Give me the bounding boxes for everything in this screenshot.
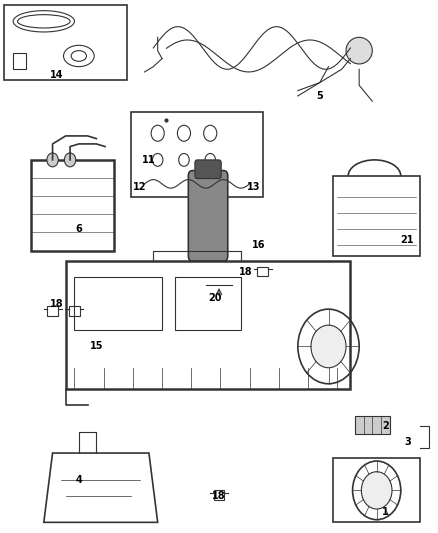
Bar [355,416,390,434]
Bar [47,306,58,316]
Bar [257,266,268,276]
Text: 16: 16 [252,240,265,250]
Text: 2: 2 [382,422,389,431]
Text: 5: 5 [316,91,323,101]
Bar [333,176,420,256]
Circle shape [361,472,392,509]
Text: 18: 18 [238,267,252,277]
Circle shape [311,325,346,368]
Ellipse shape [346,37,372,64]
Bar [214,490,224,500]
Bar [131,112,263,197]
Bar [13,53,26,69]
Text: 15: 15 [90,342,103,351]
Bar [4,5,127,80]
Text: 18: 18 [212,491,226,500]
Text: 4: 4 [75,475,82,484]
Bar [175,277,241,330]
Circle shape [64,153,76,167]
Text: 6: 6 [75,224,82,234]
FancyBboxPatch shape [195,160,221,179]
Circle shape [47,153,58,167]
Bar [69,306,80,316]
Text: 14: 14 [50,70,64,79]
Text: 18: 18 [50,299,64,309]
Text: 11: 11 [142,155,155,165]
Text: 21: 21 [401,235,414,245]
Text: 3: 3 [404,438,411,447]
Bar [31,160,114,251]
Text: 12: 12 [134,182,147,191]
Bar [74,277,162,330]
Text: 20: 20 [208,294,221,303]
Bar [333,458,420,522]
Text: 1: 1 [382,507,389,516]
Bar [66,261,350,389]
FancyBboxPatch shape [188,171,228,261]
Text: 13: 13 [247,182,261,191]
